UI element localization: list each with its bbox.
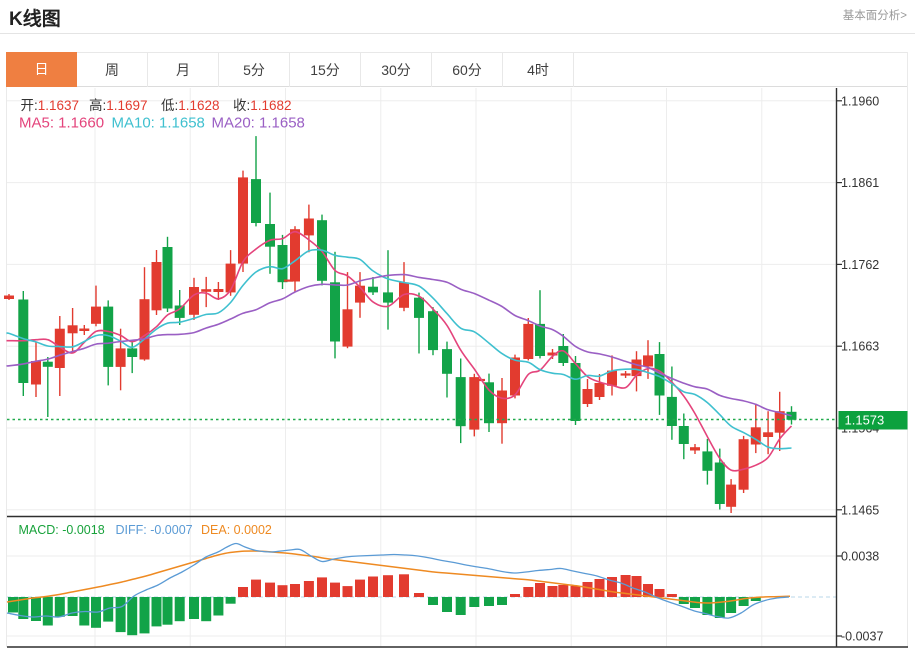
svg-text:MA20: 1.1658: MA20: 1.1658 <box>212 115 305 132</box>
svg-text:0.0038: 0.0038 <box>841 550 879 564</box>
svg-text:1.1573: 1.1573 <box>845 413 885 428</box>
svg-text:1.1465: 1.1465 <box>841 503 879 517</box>
svg-text:-0.0037: -0.0037 <box>841 630 883 644</box>
svg-text:1.1663: 1.1663 <box>841 340 879 354</box>
svg-text:1.1960: 1.1960 <box>841 94 879 108</box>
svg-text:低:1.1628: 低:1.1628 <box>161 98 220 113</box>
svg-text:MA5: 1.1660: MA5: 1.1660 <box>19 115 104 132</box>
svg-text:MACD: -0.0018: MACD: -0.0018 <box>19 523 105 537</box>
svg-text:开:1.1637: 开:1.1637 <box>21 98 80 113</box>
svg-text:DIFF: -0.0007: DIFF: -0.0007 <box>116 523 193 537</box>
svg-text:MA10: 1.1658: MA10: 1.1658 <box>112 115 205 132</box>
svg-text:1.1762: 1.1762 <box>841 258 879 272</box>
svg-text:1.1861: 1.1861 <box>841 176 879 190</box>
svg-text:高:1.1697: 高:1.1697 <box>89 97 148 113</box>
svg-text:收:1.1682: 收:1.1682 <box>233 98 292 113</box>
svg-text:DEA: 0.0002: DEA: 0.0002 <box>201 523 272 537</box>
